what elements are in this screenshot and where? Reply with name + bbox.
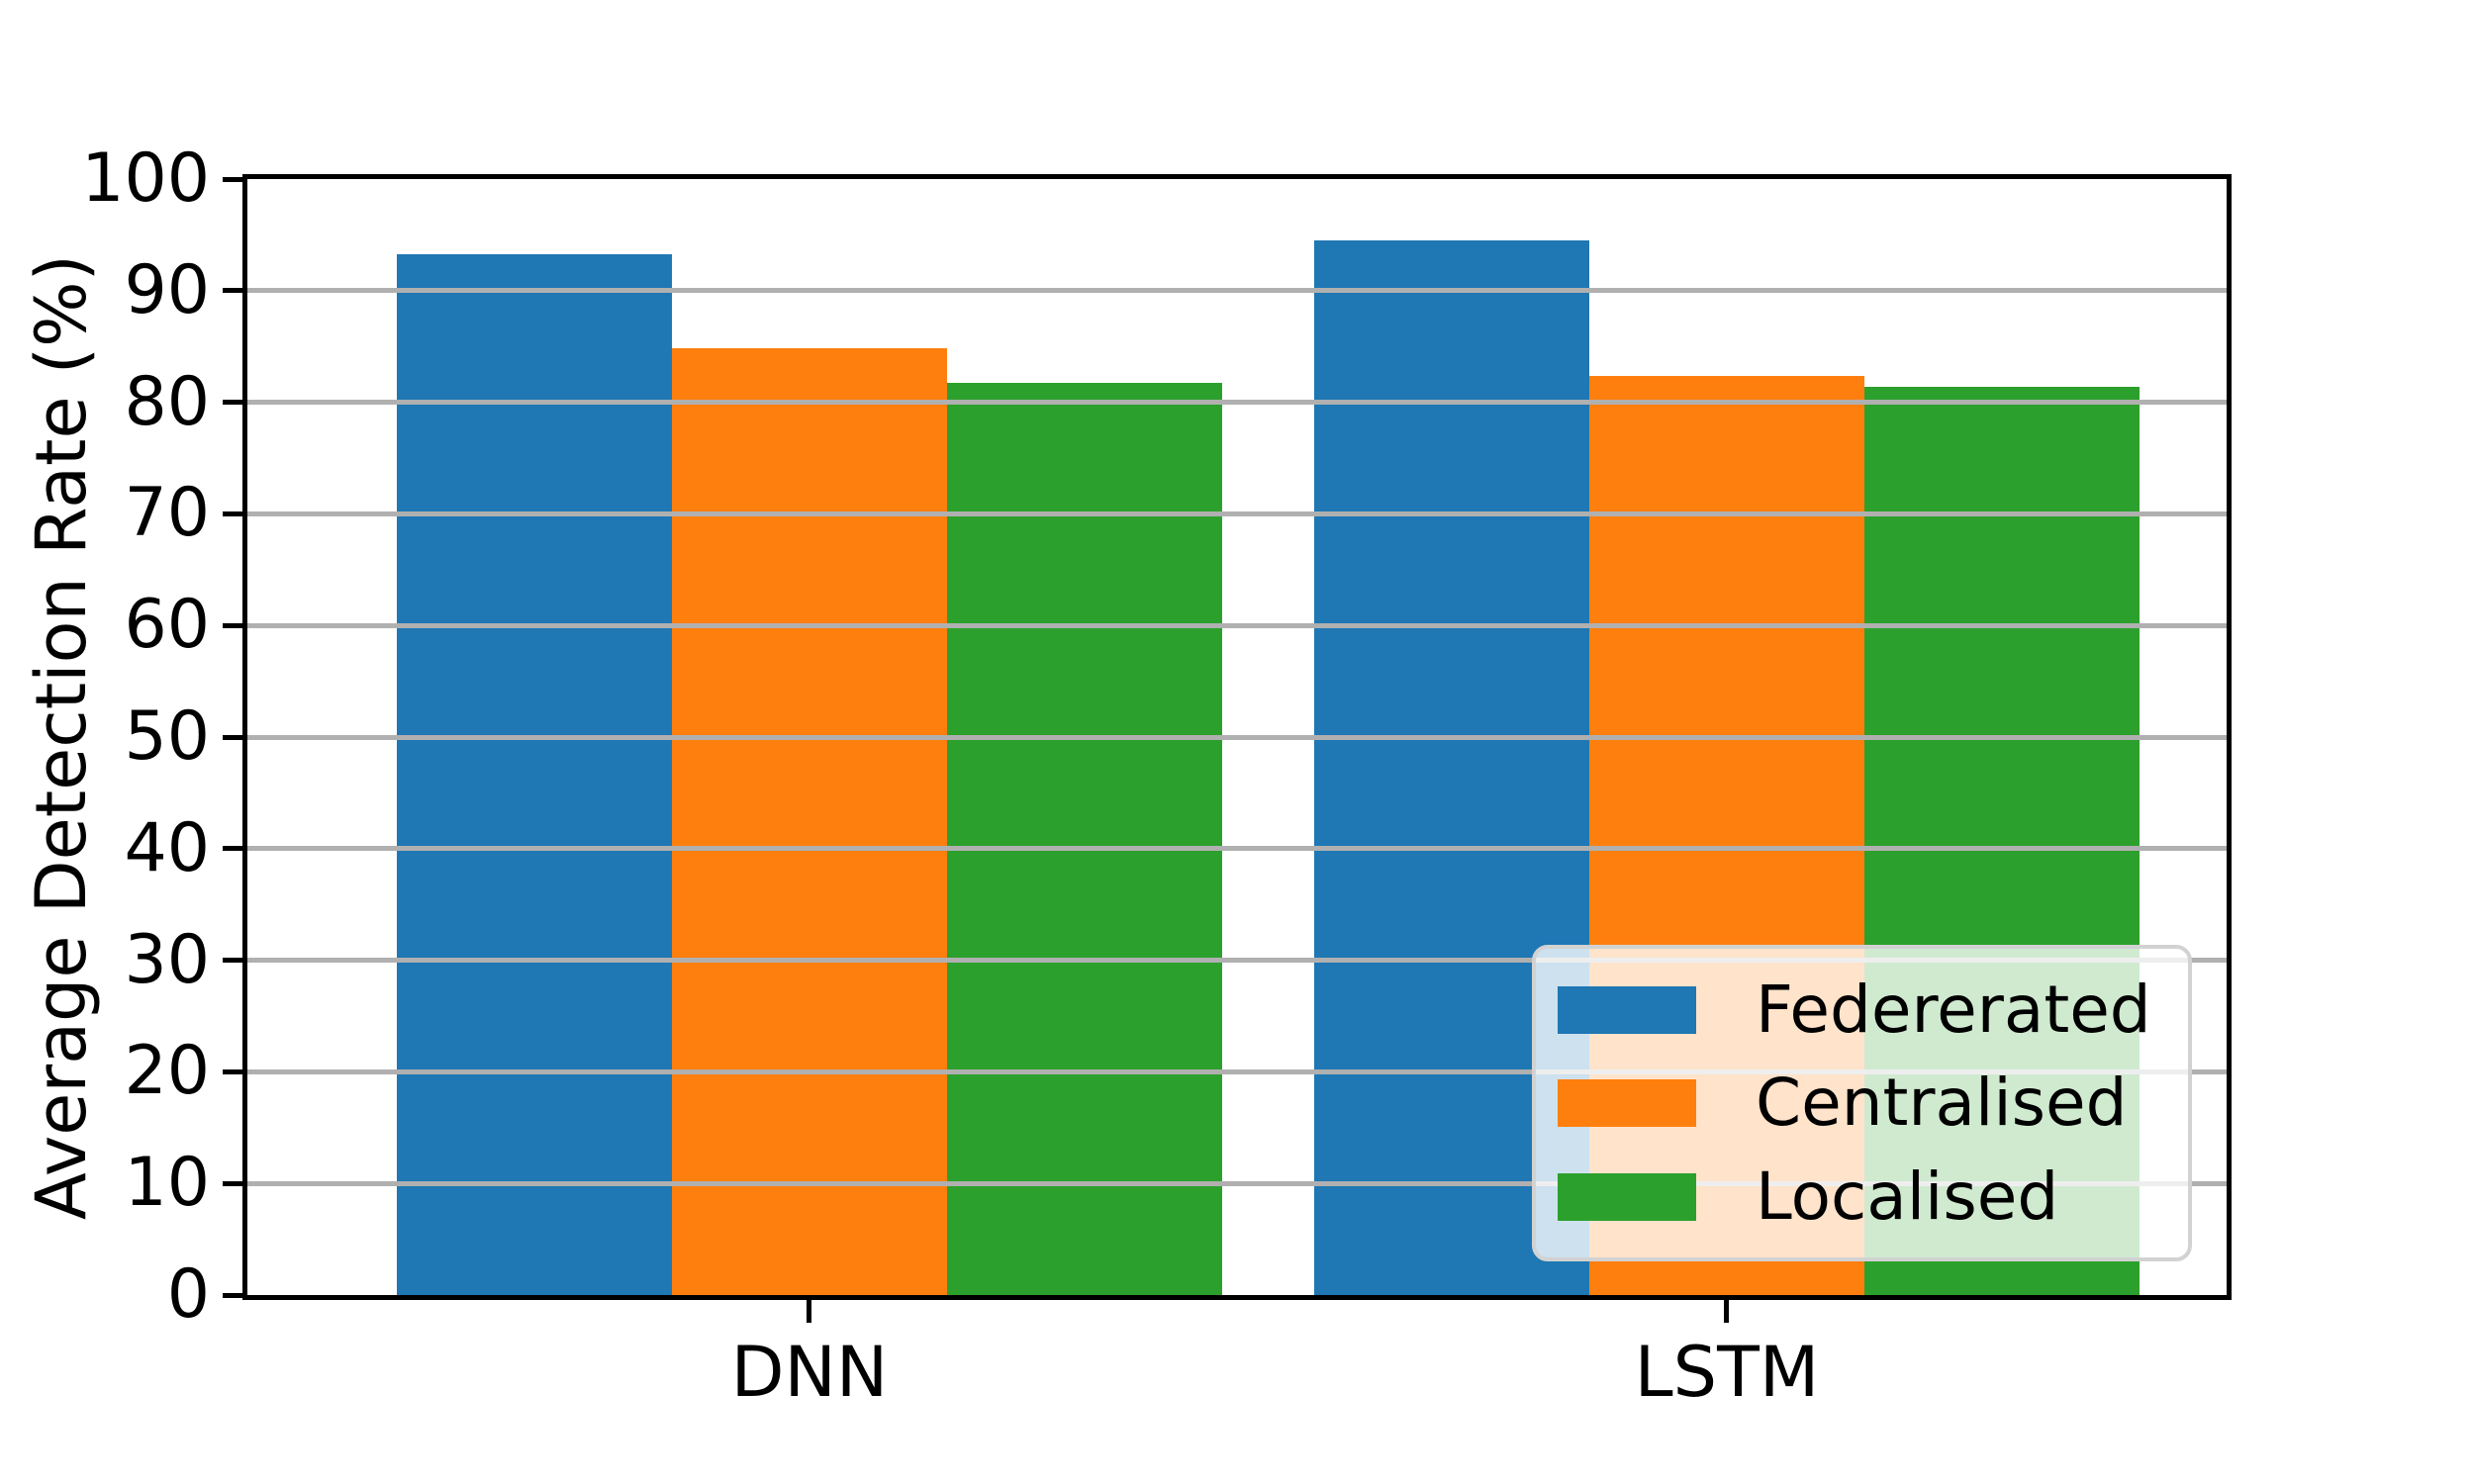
- legend-swatch-localised-icon: [1558, 1172, 1696, 1221]
- y-tick-label-80: 80: [124, 362, 210, 441]
- y-tick-label-90: 90: [124, 250, 210, 329]
- y-tick-label-10: 10: [124, 1144, 210, 1223]
- gridline-20: [247, 1068, 2227, 1074]
- y-tick-label-30: 30: [124, 920, 210, 999]
- legend-swatch-centralised-icon: [1558, 1079, 1696, 1127]
- y-tick-mark-50: [223, 734, 242, 740]
- y-tick-label-70: 70: [124, 474, 210, 553]
- bar-dnn-localised: [947, 383, 1223, 1300]
- x-tick-label-dnn: DNN: [730, 1332, 889, 1413]
- legend-swatch-federerated-icon: [1558, 985, 1696, 1034]
- gridline-80: [247, 400, 2227, 406]
- bar-dnn-federerated: [396, 253, 672, 1300]
- legend-row-centralised: Centralised: [1558, 1070, 2188, 1136]
- y-tick-mark-60: [223, 622, 242, 628]
- gridline-90: [247, 288, 2227, 294]
- gridline-60: [247, 622, 2227, 628]
- y-tick-label-50: 50: [124, 697, 210, 776]
- legend-label-federerated: Federerated: [1756, 971, 2151, 1048]
- y-tick-mark-30: [223, 958, 242, 964]
- y-tick-mark-0: [223, 1292, 242, 1298]
- gridline-50: [247, 734, 2227, 740]
- y-tick-label-40: 40: [124, 808, 210, 887]
- legend-label-centralised: Centralised: [1756, 1065, 2128, 1141]
- y-tick-mark-90: [223, 288, 242, 294]
- y-tick-mark-100: [223, 176, 242, 182]
- x-tick-mark-lstm: [1724, 1300, 1730, 1323]
- x-tick-label-lstm: LSTM: [1634, 1332, 1820, 1413]
- gridline-40: [247, 846, 2227, 852]
- y-tick-mark-40: [223, 846, 242, 852]
- y-tick-mark-20: [223, 1068, 242, 1074]
- x-tick-mark-dnn: [807, 1300, 812, 1323]
- legend-row-federerated: Federerated: [1558, 971, 2188, 1048]
- y-tick-mark-10: [223, 1180, 242, 1186]
- y-tick-label-100: 100: [81, 139, 210, 218]
- gridline-70: [247, 510, 2227, 516]
- gridline-30: [247, 958, 2227, 964]
- bar-dnn-centralised: [671, 348, 948, 1300]
- legend-label-localised: Localised: [1756, 1158, 2059, 1235]
- y-tick-label-20: 20: [124, 1032, 210, 1111]
- y-tick-label-0: 0: [166, 1255, 210, 1334]
- y-tick-mark-80: [223, 400, 242, 406]
- gridline-10: [247, 1180, 2227, 1186]
- y-tick-mark-70: [223, 510, 242, 516]
- legend-row-localised: Localised: [1558, 1158, 2188, 1235]
- y-tick-label-60: 60: [124, 586, 210, 665]
- legend: Federerated Centralised Localised: [1532, 945, 2192, 1261]
